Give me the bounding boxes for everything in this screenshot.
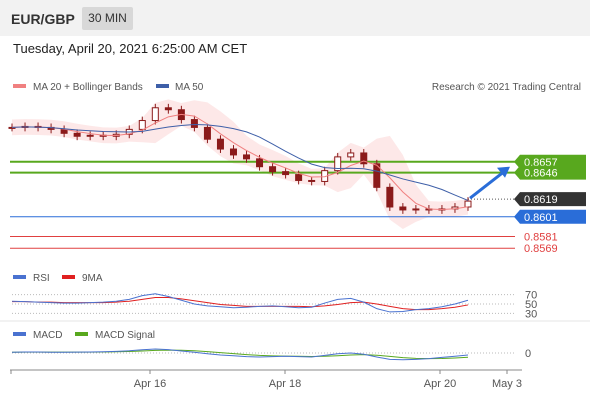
candle-body <box>269 166 277 173</box>
candle-body <box>151 107 159 122</box>
macd-line <box>11 348 469 361</box>
x-tick-label: May 3 <box>492 378 522 390</box>
candle-body <box>373 163 381 188</box>
research-credit: Research © 2021 Trading Central <box>432 82 581 93</box>
macd-signal-line <box>11 349 469 360</box>
candle-body <box>229 148 237 156</box>
candle-body <box>190 119 198 128</box>
ma20-legend-swatch <box>13 84 26 88</box>
candle-body <box>243 154 251 160</box>
candle-body <box>216 138 224 150</box>
candle-body <box>256 158 264 168</box>
price-levels <box>10 160 515 249</box>
price-tag-current <box>514 192 586 207</box>
rsi-ma-legend-swatch <box>62 275 75 279</box>
ma50-line <box>11 123 469 201</box>
macd-legend-label: MACD <box>33 330 62 341</box>
candle-body <box>412 208 420 211</box>
x-tick-label: Apr 16 <box>134 378 166 390</box>
forecast-arrow-head <box>497 166 510 178</box>
ma20-legend-label: MA 20 + Bollinger Bands <box>33 82 143 93</box>
x-tick-label: Apr 20 <box>424 378 456 390</box>
chart-header: EUR/GBP 30 MIN <box>0 0 590 36</box>
ma20-line <box>11 113 469 210</box>
candle-body <box>386 186 394 208</box>
rsi-legend-label: RSI <box>33 273 50 284</box>
rsi-level-label-70: 70 <box>525 290 537 302</box>
rsi-line <box>11 293 469 313</box>
macd-legend-swatch <box>13 332 26 336</box>
price-tag-label-pivot: 0.8601 <box>524 212 558 224</box>
price-tag-label-s2: 0.8569 <box>524 243 558 255</box>
candle-body <box>73 132 81 137</box>
candle-body <box>360 152 368 165</box>
price-tag-label-s1: 0.8581 <box>524 231 558 243</box>
moving-averages <box>11 113 469 210</box>
price-tag-pivot <box>514 209 586 224</box>
symbol-label: EUR/GBP <box>11 11 75 27</box>
candle-body <box>399 206 407 211</box>
ma50-legend-label: MA 50 <box>175 82 204 93</box>
timeframe-button[interactable]: 30 MIN <box>82 7 133 30</box>
candle-body <box>282 171 290 176</box>
macd-signal-legend-swatch <box>75 332 88 336</box>
candle-body <box>334 156 342 172</box>
price-tag-label-current: 0.8619 <box>524 194 558 206</box>
candle-body <box>86 134 94 137</box>
candle-body <box>164 107 172 111</box>
candle-body <box>138 120 146 130</box>
candle-body <box>295 174 303 181</box>
macd-signal-legend-label: MACD Signal <box>95 330 155 341</box>
macd-level-label-0: 0 <box>525 348 531 360</box>
x-tick-label: Apr 18 <box>269 378 301 390</box>
forecast-arrow-shaft <box>469 170 505 200</box>
forecast-arrow <box>469 166 510 200</box>
rsi-level-label-30: 30 <box>525 308 537 320</box>
rsi-level-label-50: 50 <box>525 299 537 311</box>
candle-body <box>203 126 211 140</box>
candle-body <box>347 152 355 158</box>
candle-body <box>308 179 316 182</box>
price-tag-r1 <box>514 165 586 180</box>
price-tag-label-r1: 0.8646 <box>524 168 558 180</box>
price-tag-r2 <box>514 154 586 169</box>
macd-panel: 0 <box>11 348 531 361</box>
chart-datetime: Tuesday, April 20, 2021 6:25:00 AM CET <box>13 41 248 56</box>
x-axis: Apr 16 Apr 18 Apr 20 May 3 <box>10 369 522 390</box>
rsi-ma-legend-label: 9MA <box>82 273 103 284</box>
rsi-legend-swatch <box>13 275 26 279</box>
candle-body <box>464 200 472 208</box>
ma50-legend-swatch <box>156 84 169 88</box>
